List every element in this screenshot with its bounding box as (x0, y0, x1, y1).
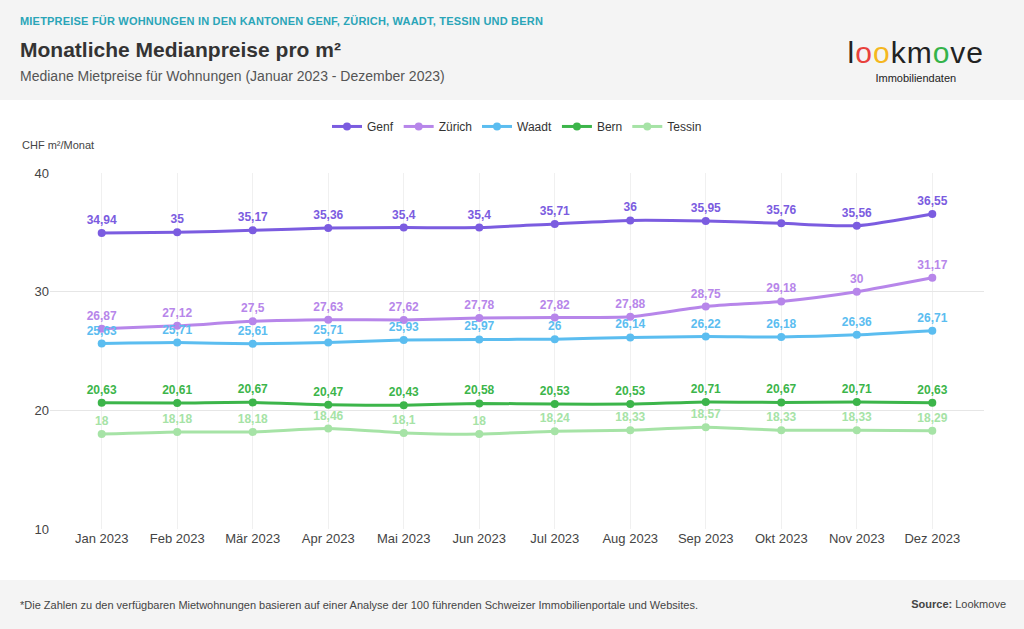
svg-text:27,63: 27,63 (313, 300, 343, 314)
svg-text:18,57: 18,57 (691, 407, 721, 421)
svg-text:20,67: 20,67 (238, 382, 268, 396)
svg-text:36: 36 (624, 200, 638, 214)
svg-text:18,33: 18,33 (615, 410, 645, 424)
svg-text:20,53: 20,53 (540, 384, 570, 398)
svg-text:34,94: 34,94 (87, 213, 117, 227)
svg-text:28,75: 28,75 (691, 287, 721, 301)
svg-text:20,43: 20,43 (389, 385, 419, 399)
svg-text:26,36: 26,36 (842, 315, 872, 329)
svg-text:18,18: 18,18 (238, 412, 268, 426)
svg-text:26: 26 (548, 319, 562, 333)
svg-text:Waadt: Waadt (517, 120, 552, 134)
svg-text:35,56: 35,56 (842, 206, 872, 220)
svg-text:31,17: 31,17 (917, 258, 947, 272)
svg-text:25,61: 25,61 (238, 324, 268, 338)
html-text:l o o k m o v e: l o o k m o v e (847, 36, 984, 69)
svg-text:Jan 2023: Jan 2023 (75, 531, 129, 546)
svg-text:26,14: 26,14 (615, 317, 645, 331)
svg-text:Dez 2023: Dez 2023 (904, 531, 960, 546)
svg-text:18,18: 18,18 (162, 412, 192, 426)
svg-text:Jun 2023: Jun 2023 (453, 531, 507, 546)
svg-text:Zürich: Zürich (439, 120, 472, 134)
svg-text:27,88: 27,88 (615, 297, 645, 311)
svg-text:Feb 2023: Feb 2023 (150, 531, 205, 546)
svg-text:27,82: 27,82 (540, 298, 570, 312)
svg-text:20,63: 20,63 (87, 383, 117, 397)
svg-text:Aug 2023: Aug 2023 (602, 531, 658, 546)
svg-text:20,58: 20,58 (464, 383, 494, 397)
svg-text:30: 30 (35, 284, 49, 299)
svg-text:35: 35 (171, 212, 185, 226)
svg-text:18,29: 18,29 (917, 411, 947, 425)
svg-text:40: 40 (35, 166, 49, 181)
svg-text:20,53: 20,53 (615, 384, 645, 398)
html-text:Immobiliendaten: Immobiliendaten (875, 72, 957, 84)
svg-text:18: 18 (473, 414, 487, 428)
svg-text:35,76: 35,76 (766, 203, 796, 217)
svg-text:20,71: 20,71 (691, 382, 721, 396)
svg-text:27,5: 27,5 (241, 301, 265, 315)
html-text:Monatliche Medianpreise pro m²: Monatliche Medianpreise pro m² (20, 38, 341, 61)
svg-text:26,22: 26,22 (691, 317, 721, 331)
svg-text:Jul 2023: Jul 2023 (530, 531, 579, 546)
svg-text:25,71: 25,71 (313, 323, 343, 337)
svg-text:Nov 2023: Nov 2023 (829, 531, 885, 546)
svg-text:36,55: 36,55 (917, 194, 947, 208)
svg-text:25,71: 25,71 (162, 323, 192, 337)
svg-text:Bern: Bern (597, 120, 622, 134)
svg-text:18,33: 18,33 (766, 410, 796, 424)
svg-text:20,61: 20,61 (162, 383, 192, 397)
svg-text:18,1: 18,1 (392, 413, 416, 427)
svg-text:Genf: Genf (367, 120, 394, 134)
svg-text:20,63: 20,63 (917, 383, 947, 397)
svg-text:20,71: 20,71 (842, 382, 872, 396)
svg-text:25,63: 25,63 (87, 324, 117, 338)
svg-text:18: 18 (95, 414, 109, 428)
svg-text:35,71: 35,71 (540, 204, 570, 218)
svg-text:18,46: 18,46 (313, 409, 343, 423)
svg-text:Mär 2023: Mär 2023 (225, 531, 280, 546)
svg-text:Okt 2023: Okt 2023 (755, 531, 808, 546)
html-text:MIETPREISE FÜR WOHNUNGEN IN DE: MIETPREISE FÜR WOHNUNGEN IN DEN KANTONEN… (20, 15, 544, 27)
html-text:Source: Lookmove: Source: Lookmove (911, 598, 1006, 610)
svg-text:29,18: 29,18 (766, 281, 796, 295)
svg-text:27,12: 27,12 (162, 306, 192, 320)
svg-text:25,97: 25,97 (464, 319, 494, 333)
svg-text:27,62: 27,62 (389, 300, 419, 314)
svg-text:18,33: 18,33 (842, 410, 872, 424)
svg-text:26,71: 26,71 (917, 311, 947, 325)
svg-text:18,24: 18,24 (540, 411, 570, 425)
svg-text:10: 10 (35, 522, 49, 537)
svg-text:27,78: 27,78 (464, 298, 494, 312)
svg-text:Tessin: Tessin (667, 120, 701, 134)
svg-text:25,93: 25,93 (389, 320, 419, 334)
svg-text:35,36: 35,36 (313, 208, 343, 222)
svg-text:20: 20 (35, 403, 49, 418)
svg-text:26,87: 26,87 (87, 309, 117, 323)
svg-text:20,47: 20,47 (313, 385, 343, 399)
html-text:*Die Zahlen zu den verfügbaren: *Die Zahlen zu den verfügbaren Mietwohnu… (20, 599, 698, 611)
svg-text:Apr 2023: Apr 2023 (302, 531, 355, 546)
svg-text:Mai 2023: Mai 2023 (377, 531, 430, 546)
svg-text:35,4: 35,4 (392, 208, 416, 222)
svg-text:35,17: 35,17 (238, 210, 268, 224)
svg-text:20,67: 20,67 (766, 382, 796, 396)
svg-text:Sep 2023: Sep 2023 (678, 531, 734, 546)
svg-text:35,95: 35,95 (691, 201, 721, 215)
svg-text:35,4: 35,4 (468, 208, 492, 222)
svg-text:30: 30 (850, 272, 864, 286)
html-text:Mediane Mietpreise für Wohnung: Mediane Mietpreise für Wohnungen (Januar… (20, 68, 445, 84)
svg-text:CHF m²/Monat: CHF m²/Monat (22, 139, 94, 151)
svg-text:26,18: 26,18 (766, 317, 796, 331)
